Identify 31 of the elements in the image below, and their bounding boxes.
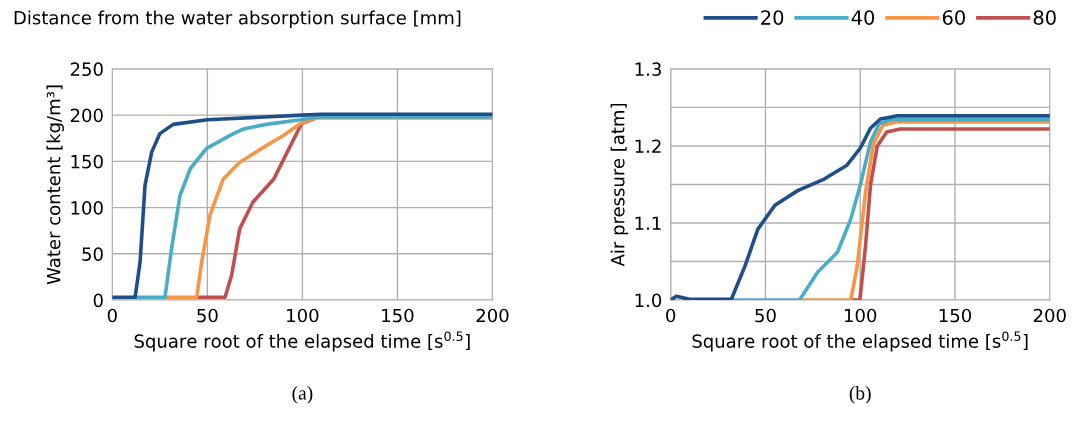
x-tick-label: 200: [1033, 308, 1066, 323]
text: (b): [849, 385, 871, 404]
y-tick-label: 1.3: [635, 62, 661, 77]
y-tick-label: 1.2: [635, 139, 661, 153]
y-tick-label: 150: [71, 154, 103, 169]
x-tick-label: 0: [107, 308, 117, 323]
legend-title: Distance from the water absorption surface [mm]: [14, 10, 461, 28]
y-tick-label: 200: [70, 108, 103, 123]
x-tick-label: 0: [666, 308, 676, 323]
legend-label: 80: [1033, 10, 1056, 25]
y-tick-label: 50: [82, 247, 103, 261]
y-axis-title: Air pressure [atm]: [610, 103, 629, 267]
y-axis-title: Water content [kg/m³]: [46, 85, 64, 285]
x-tick-label: 100: [844, 308, 877, 323]
x-axis-title: Square root of the elapsed time [s$^{0.5}$]: [134, 331, 470, 352]
x-tick-label: 50: [755, 308, 776, 323]
text: (a): [292, 385, 313, 404]
y-tick-label: 100: [71, 201, 103, 215]
y-tick-label: 0: [93, 293, 103, 308]
x-tick-label: 150: [382, 308, 414, 323]
x-tick-label: 100: [287, 308, 319, 323]
legend-label: 20: [761, 10, 784, 25]
x-axis-title: Square root of the elapsed time [s$^{0.5}$]: [692, 331, 1028, 352]
y-tick-label: 250: [70, 62, 103, 77]
y-tick-label: 1.0: [635, 293, 662, 308]
x-tick-label: 150: [939, 308, 972, 323]
y-tick-label: 1.1: [635, 216, 661, 230]
legend-label: 60: [942, 10, 965, 25]
x-tick-label: 200: [476, 308, 509, 323]
x-tick-label: 50: [197, 308, 218, 323]
legend-label: 40: [851, 10, 875, 25]
